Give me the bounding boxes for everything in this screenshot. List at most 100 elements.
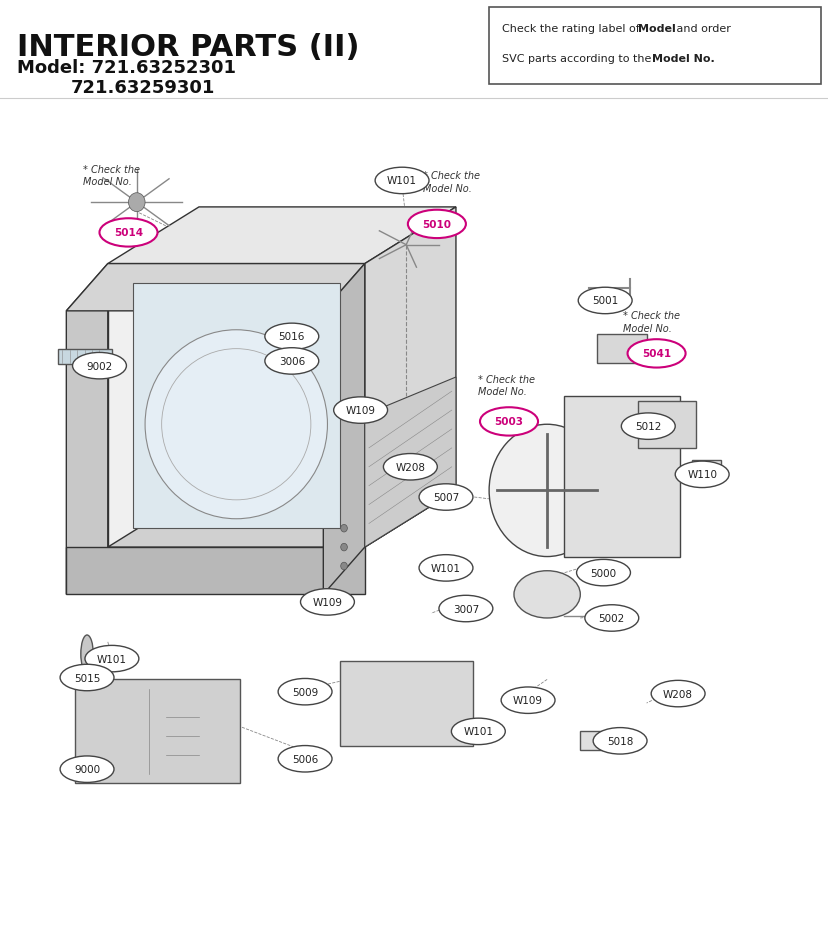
Text: 5012: 5012 — [634, 422, 661, 431]
Ellipse shape — [513, 571, 580, 618]
Text: 5016: 5016 — [278, 332, 305, 342]
Text: 9002: 9002 — [86, 362, 113, 371]
Text: W101: W101 — [431, 564, 460, 573]
Circle shape — [340, 525, 347, 532]
Ellipse shape — [264, 324, 318, 350]
Text: W101: W101 — [97, 654, 127, 664]
Text: Model No.: Model No. — [652, 54, 715, 64]
Ellipse shape — [576, 560, 630, 586]
Text: * Check the: * Check the — [83, 164, 140, 175]
Text: 3007: 3007 — [452, 604, 479, 614]
Ellipse shape — [674, 462, 729, 488]
Text: * Check the: * Check the — [422, 171, 479, 181]
Ellipse shape — [419, 484, 473, 511]
Ellipse shape — [333, 397, 387, 424]
Text: * Check the: * Check the — [477, 374, 534, 384]
Polygon shape — [638, 401, 696, 448]
Ellipse shape — [374, 168, 429, 194]
Text: W109: W109 — [345, 406, 375, 415]
Ellipse shape — [578, 288, 632, 314]
Polygon shape — [132, 283, 339, 529]
Ellipse shape — [419, 555, 473, 582]
Polygon shape — [323, 264, 364, 595]
Ellipse shape — [621, 413, 674, 440]
Circle shape — [128, 194, 145, 212]
Text: W208: W208 — [395, 463, 425, 472]
Ellipse shape — [99, 219, 157, 247]
Ellipse shape — [450, 718, 504, 745]
Circle shape — [340, 544, 347, 551]
Text: Model: 721.63252301: Model: 721.63252301 — [17, 59, 235, 76]
Circle shape — [489, 425, 604, 557]
Ellipse shape — [479, 408, 537, 436]
Polygon shape — [75, 680, 240, 784]
Text: INTERIOR PARTS (II): INTERIOR PARTS (II) — [17, 33, 359, 62]
Polygon shape — [108, 208, 455, 264]
Polygon shape — [563, 396, 679, 557]
Polygon shape — [58, 349, 112, 364]
Ellipse shape — [85, 646, 139, 672]
Text: 5000: 5000 — [590, 568, 616, 578]
Text: 5009: 5009 — [291, 687, 318, 697]
Text: Model No.: Model No. — [422, 183, 471, 194]
Ellipse shape — [585, 605, 638, 632]
Polygon shape — [364, 208, 455, 548]
Polygon shape — [580, 732, 638, 750]
Ellipse shape — [650, 681, 704, 707]
Text: 5014: 5014 — [113, 228, 143, 238]
Polygon shape — [108, 264, 364, 548]
Ellipse shape — [500, 687, 555, 714]
Text: W109: W109 — [513, 696, 542, 705]
Text: 5003: 5003 — [494, 417, 522, 427]
Polygon shape — [596, 335, 646, 363]
Text: 5015: 5015 — [74, 673, 100, 683]
Text: Model No.: Model No. — [83, 177, 132, 187]
Text: 5002: 5002 — [598, 614, 624, 623]
Polygon shape — [339, 661, 472, 746]
Text: W101: W101 — [387, 177, 416, 186]
Text: 5006: 5006 — [291, 754, 318, 764]
Ellipse shape — [439, 596, 492, 622]
Text: 721.63259301: 721.63259301 — [70, 79, 214, 97]
Polygon shape — [108, 491, 455, 548]
Ellipse shape — [301, 589, 354, 615]
Text: Model No.: Model No. — [623, 323, 672, 333]
Text: 5001: 5001 — [591, 296, 618, 306]
Polygon shape — [364, 378, 455, 548]
Ellipse shape — [80, 635, 93, 673]
Text: 3006: 3006 — [278, 357, 305, 366]
Text: * Check the: * Check the — [623, 311, 680, 321]
Text: W101: W101 — [463, 727, 493, 736]
Ellipse shape — [627, 340, 685, 368]
Text: 5007: 5007 — [432, 493, 459, 502]
Text: 5010: 5010 — [422, 220, 450, 229]
Polygon shape — [66, 548, 364, 595]
Text: http://www.appliancefactoryp...: http://www.appliancefactoryp... — [224, 415, 356, 425]
Text: W208: W208 — [662, 689, 692, 699]
Ellipse shape — [60, 665, 113, 691]
Text: Check the rating label of: Check the rating label of — [501, 24, 642, 34]
Ellipse shape — [264, 348, 318, 375]
FancyBboxPatch shape — [489, 8, 820, 85]
Ellipse shape — [60, 756, 113, 783]
Polygon shape — [66, 264, 108, 595]
Polygon shape — [66, 264, 364, 312]
Text: SVC parts according to the: SVC parts according to the — [501, 54, 653, 64]
Text: Appliance Factory Parts: Appliance Factory Parts — [191, 406, 306, 415]
Ellipse shape — [383, 454, 437, 480]
Text: 5041: 5041 — [641, 349, 671, 359]
Circle shape — [340, 563, 347, 570]
Text: 5018: 5018 — [606, 736, 633, 746]
Ellipse shape — [73, 353, 127, 379]
Text: 9000: 9000 — [74, 765, 100, 774]
Polygon shape — [691, 461, 720, 480]
Text: Model: Model — [638, 24, 676, 34]
Ellipse shape — [592, 728, 646, 754]
Text: W109: W109 — [312, 598, 342, 607]
Ellipse shape — [277, 679, 331, 705]
Text: Model No.: Model No. — [477, 386, 526, 396]
Ellipse shape — [145, 330, 327, 519]
Ellipse shape — [277, 746, 331, 772]
Text: W110: W110 — [686, 470, 716, 480]
Text: and order: and order — [672, 24, 730, 34]
